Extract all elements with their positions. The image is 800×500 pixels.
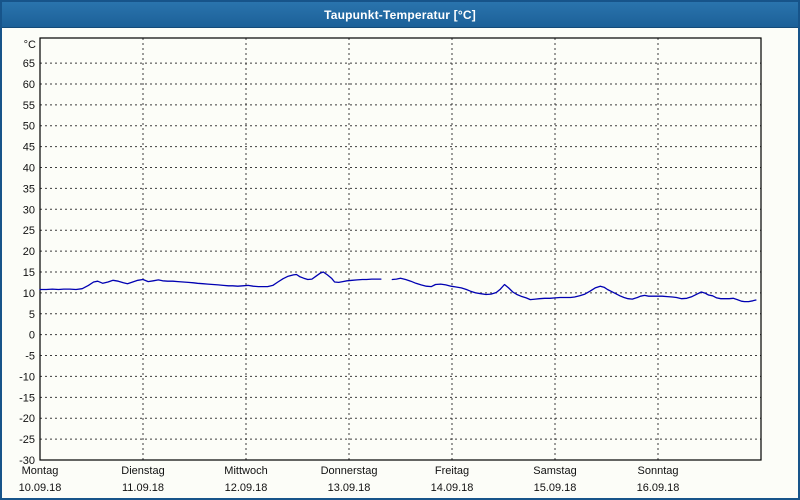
y-tick-label: 55: [23, 100, 35, 112]
y-tick-label: 65: [23, 58, 35, 70]
x-date-label: 12.09.18: [225, 482, 268, 494]
y-tick-label: -15: [19, 392, 35, 404]
y-tick-label: 40: [23, 163, 35, 175]
x-date-label: 16.09.18: [637, 482, 680, 494]
y-tick-label: 20: [23, 246, 35, 258]
x-day-label: Sonntag: [638, 465, 679, 477]
window-titlebar[interactable]: Taupunkt-Temperatur [°C]: [2, 2, 798, 28]
y-axis-unit-label: °C: [24, 39, 36, 51]
y-tick-label: 5: [29, 309, 35, 321]
y-tick-label: 35: [23, 183, 35, 195]
y-tick-label: 45: [23, 142, 35, 154]
y-tick-label: -10: [19, 371, 35, 383]
series-line-taupunkt: [391, 277, 757, 303]
y-tick-label: 25: [23, 225, 35, 237]
y-tick-label: -25: [19, 434, 35, 446]
chart-plot: 65605550454035302520151050-5-10-15-20-25…: [2, 28, 798, 498]
x-day-label: Freitag: [435, 465, 469, 477]
y-tick-label: 15: [23, 267, 35, 279]
y-tick-label: -5: [25, 351, 35, 363]
x-day-label: Mittwoch: [224, 465, 267, 477]
chart-background: [2, 28, 798, 498]
series-line-taupunkt: [39, 271, 382, 291]
x-date-label: 11.09.18: [122, 482, 164, 494]
y-tick-label: -30: [19, 455, 35, 467]
y-tick-label: -20: [19, 413, 35, 425]
x-day-label: Montag: [22, 465, 59, 477]
y-tick-label: 10: [23, 288, 35, 300]
plot-border: [39, 37, 762, 461]
y-tick-label: 50: [23, 121, 35, 133]
x-date-label: 10.09.18: [19, 482, 62, 494]
x-date-label: 13.09.18: [328, 482, 371, 494]
x-date-label: 14.09.18: [431, 482, 474, 494]
y-tick-label: 60: [23, 79, 35, 91]
x-date-label: 15.09.18: [534, 482, 577, 494]
y-tick-label: 0: [29, 330, 35, 342]
x-day-label: Dienstag: [121, 465, 164, 477]
x-day-label: Donnerstag: [321, 465, 378, 477]
window-title: Taupunkt-Temperatur [°C]: [324, 7, 476, 22]
x-day-label: Samstag: [533, 465, 576, 477]
y-tick-label: 30: [23, 204, 35, 216]
dewpoint-chart: 65 60 55 50 45 40 35 30 25 20 15 10 5 0 -5 -10 -15 -20 -25…: [2, 28, 798, 498]
